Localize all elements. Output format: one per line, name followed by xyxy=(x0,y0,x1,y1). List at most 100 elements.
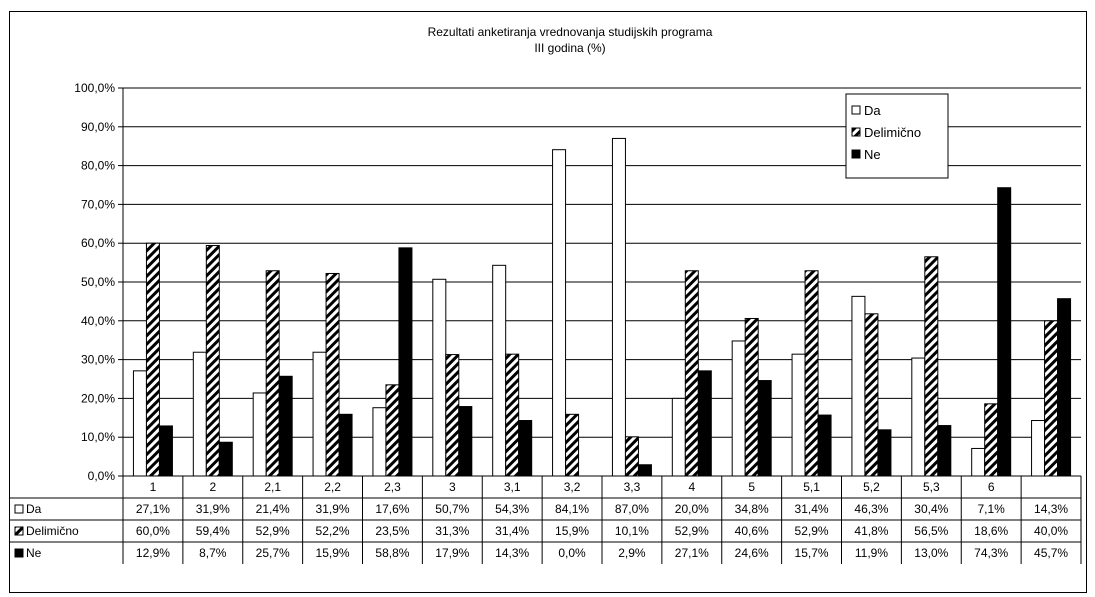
bar-delimično xyxy=(565,413,580,477)
x-category-label: 4 xyxy=(688,480,695,494)
data-label: 17,6% xyxy=(375,502,409,516)
bar-ne xyxy=(817,414,832,477)
table-row-swatch xyxy=(14,504,24,514)
data-label: 58,8% xyxy=(375,546,409,560)
legend-swatch xyxy=(851,149,861,159)
data-label: 2,9% xyxy=(618,546,646,560)
data-label: 17,9% xyxy=(435,546,469,560)
y-tick-label: 40,0% xyxy=(81,314,115,328)
data-label: 18,6% xyxy=(974,524,1008,538)
bar-ne xyxy=(398,247,413,477)
bar-ne xyxy=(458,406,473,477)
data-label: 52,9% xyxy=(795,524,829,538)
data-label: 50,7% xyxy=(435,502,469,516)
data-label: 31,4% xyxy=(795,502,829,516)
bar-delimično xyxy=(505,353,520,477)
bar-delimično xyxy=(205,245,220,477)
bar-ne xyxy=(518,420,533,477)
bar-da xyxy=(1031,420,1046,477)
bar-delimično xyxy=(864,313,879,477)
bar-da xyxy=(492,264,507,477)
bar-da xyxy=(731,340,746,477)
x-category-label: 3,2 xyxy=(564,480,581,494)
data-label: 31,4% xyxy=(495,524,529,538)
x-category-label: 5,1 xyxy=(803,480,820,494)
bar-da xyxy=(552,149,567,477)
data-label: 11,9% xyxy=(855,546,888,560)
bar-ne xyxy=(877,429,892,477)
bar-da xyxy=(192,351,207,477)
data-label: 60,0% xyxy=(136,524,170,538)
data-label: 74,3% xyxy=(974,546,1008,560)
bar-ne xyxy=(757,380,772,477)
bar-da xyxy=(432,278,447,477)
table-row-swatch xyxy=(14,548,24,558)
x-category-label: 2,3 xyxy=(384,480,401,494)
y-tick-label: 80,0% xyxy=(81,159,115,173)
data-label: 7,1% xyxy=(978,502,1006,516)
chart-subtitle: III godina (%) xyxy=(534,41,605,55)
x-category-label: 3,1 xyxy=(504,480,521,494)
x-category-label: 2,2 xyxy=(324,480,341,494)
data-label: 41,8% xyxy=(854,524,888,538)
data-label: 25,7% xyxy=(256,546,290,560)
bar-da xyxy=(312,351,327,477)
bar-delimično xyxy=(325,272,340,477)
x-category-label: 2,1 xyxy=(264,480,281,494)
bar-delimično xyxy=(385,384,400,477)
legend-swatch xyxy=(851,127,861,137)
y-tick-label: 50,0% xyxy=(81,275,115,289)
data-label: 20,0% xyxy=(675,502,709,516)
y-tick-label: 20,0% xyxy=(81,391,115,405)
bar-da xyxy=(611,137,626,477)
data-label: 15,9% xyxy=(555,524,589,538)
data-label: 31,9% xyxy=(316,502,350,516)
data-label: 12,9% xyxy=(136,546,170,560)
data-label: 15,9% xyxy=(316,546,350,560)
x-category-label: 5 xyxy=(748,480,755,494)
bar-ne xyxy=(637,464,652,477)
chart-frame: Rezultati anketiranja vrednovanja studij… xyxy=(9,11,1087,593)
bar-da xyxy=(791,353,806,477)
data-label: 10,1% xyxy=(615,524,649,538)
y-tick-label: 30,0% xyxy=(81,353,115,367)
data-label: 87,0% xyxy=(615,502,649,516)
bar-da xyxy=(911,357,926,477)
legend-box xyxy=(845,93,949,179)
bar-delimično xyxy=(804,270,819,477)
data-label: 21,4% xyxy=(256,502,290,516)
bar-ne xyxy=(697,370,712,477)
data-label: 14,3% xyxy=(495,546,529,560)
y-tick-label: 70,0% xyxy=(81,197,115,211)
data-label: 27,1% xyxy=(136,502,170,516)
bar-delimično xyxy=(445,354,460,477)
y-tick-label: 60,0% xyxy=(81,236,115,250)
bar-da xyxy=(851,295,866,477)
data-label: 59,4% xyxy=(196,524,230,538)
x-category-label: 6 xyxy=(988,480,995,494)
legend-label: Delimično xyxy=(864,125,921,140)
x-category-label: 3,3 xyxy=(624,480,641,494)
bar-ne xyxy=(1057,298,1072,477)
data-label: 31,9% xyxy=(196,502,230,516)
table-row-header: Da xyxy=(26,502,42,516)
bar-delimično xyxy=(924,256,939,477)
data-label: 31,3% xyxy=(435,524,469,538)
bar-ne xyxy=(158,425,173,477)
data-label: 40,6% xyxy=(735,524,769,538)
bar-ne xyxy=(278,375,293,477)
bar-da xyxy=(971,447,986,477)
x-category-label: 5,3 xyxy=(923,480,940,494)
y-tick-label: 100,0% xyxy=(74,81,115,95)
y-tick-label: 10,0% xyxy=(81,430,115,444)
table-row-swatch xyxy=(14,526,24,536)
data-label: 54,3% xyxy=(495,502,529,516)
data-label: 52,2% xyxy=(316,524,350,538)
data-label: 0,0% xyxy=(558,546,586,560)
data-label: 13,0% xyxy=(914,546,948,560)
data-label: 14,3% xyxy=(1034,502,1068,516)
data-label: 40,0% xyxy=(1034,524,1068,538)
legend-label: Da xyxy=(864,103,881,118)
bar-delimično xyxy=(984,403,999,477)
data-label: 8,7% xyxy=(199,546,227,560)
